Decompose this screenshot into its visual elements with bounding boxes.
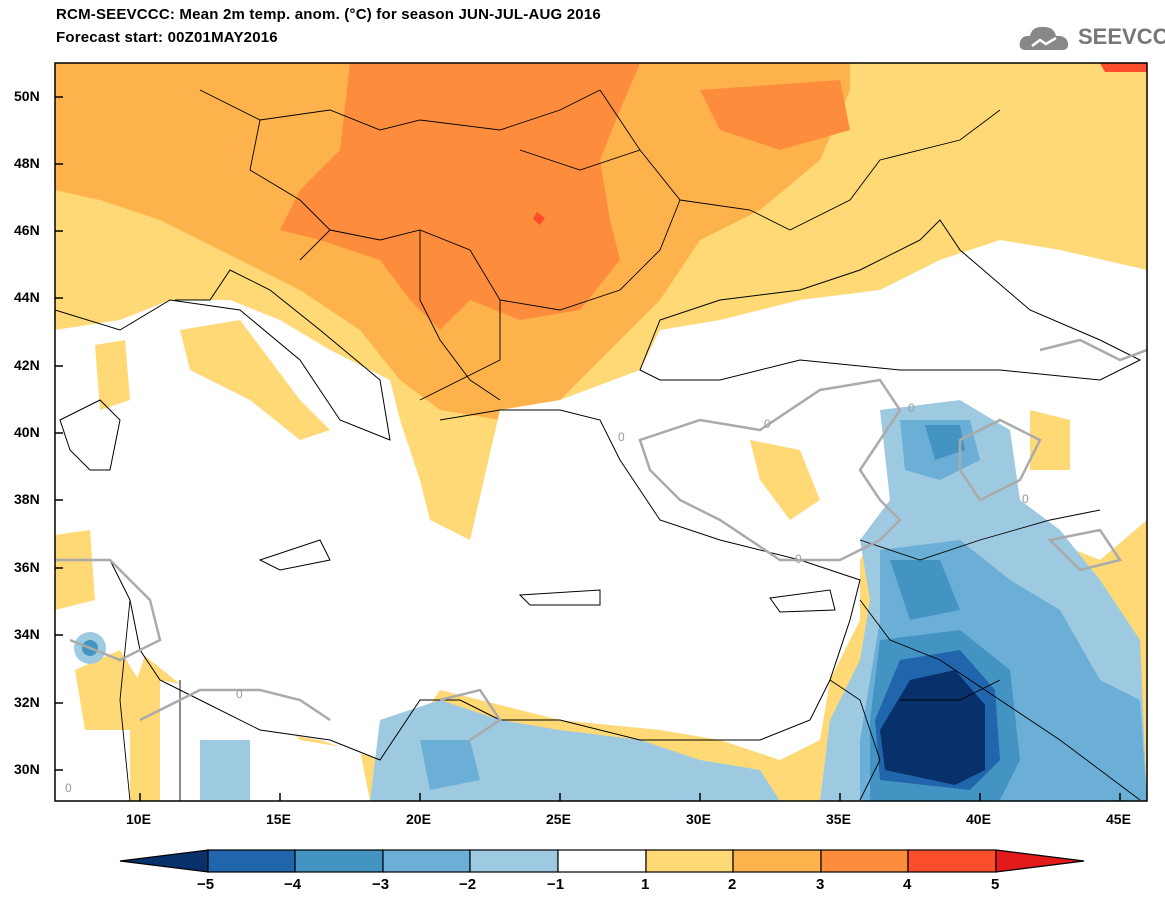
svg-text:0: 0 [236, 687, 243, 701]
crete-coast [518, 589, 601, 606]
libya-west-minus1 [200, 740, 250, 800]
svg-text:0: 0 [764, 417, 771, 431]
region-minus5 [880, 670, 985, 785]
lon-label-20e: 20E [406, 811, 431, 827]
svg-text:0: 0 [908, 401, 915, 415]
svg-text:0: 0 [65, 781, 72, 795]
colorbar-bin-1-1 [557, 849, 647, 873]
contour-labels: 0 0 0 0 0 0 0 [65, 401, 1029, 795]
caucasus-plus1 [1030, 410, 1070, 470]
lat-label-44n: 44N [14, 289, 40, 305]
colorbar-label: −1 [547, 876, 565, 893]
axis-ticks [55, 96, 1121, 801]
colorbar-bin-2-1 [469, 849, 559, 873]
lat-label-34n: 34N [14, 626, 40, 642]
colorbar-label: 5 [991, 876, 1000, 893]
lat-label-42n: 42N [14, 357, 40, 373]
colorbar-label: 2 [728, 876, 737, 893]
colorbar-label: 4 [903, 876, 912, 893]
colorbar-bin-3-2 [382, 849, 471, 873]
sicily-coast [258, 539, 331, 571]
forecast-start: Forecast start: 00Z01MAY2016 [56, 29, 278, 46]
mediterranean-coast [109, 409, 861, 761]
colorbar-label: −5 [197, 876, 215, 893]
lat-label-32n: 32N [14, 694, 40, 710]
italy-plus1 [180, 320, 330, 440]
black-sea-coast [639, 219, 1142, 381]
colorbar-bin-4-3 [294, 849, 384, 873]
region-minus3-syria [890, 560, 960, 620]
sardinia-coast [59, 399, 121, 471]
map-frame [54, 62, 1148, 802]
region-minus3-n [925, 425, 965, 460]
region-plus4 [533, 212, 545, 225]
seevccc-logo: SEEVCCC [1018, 22, 1165, 56]
colorbar-label: −2 [459, 876, 477, 893]
cyprus-coast [769, 589, 836, 613]
lon-label-40e: 40E [966, 811, 991, 827]
map-title: RCM-SEEVCCC: Mean 2m temp. anom. (°C) fo… [56, 6, 601, 23]
region-plus3-east [700, 80, 850, 150]
colorbar-label: 3 [816, 876, 825, 893]
colorbar-bin-4-5 [907, 849, 997, 873]
svg-text:0: 0 [618, 430, 625, 444]
region-plus3 [280, 63, 640, 330]
colorbar-label: −3 [372, 876, 390, 893]
lat-label-50n: 50N [14, 88, 40, 104]
lat-label-40n: 40N [14, 424, 40, 440]
lat-label-48n: 48N [14, 155, 40, 171]
italy-coast [55, 269, 391, 441]
country-borders [119, 89, 1141, 801]
lat-label-36n: 36N [14, 559, 40, 575]
lon-label-10e: 10E [126, 811, 151, 827]
colorbar-bin-3-4 [820, 849, 909, 873]
logo-text: SEEVCCC [1078, 24, 1165, 49]
lon-label-45e: 45E [1106, 811, 1131, 827]
lat-label-46n: 46N [14, 222, 40, 238]
cloud-icon [1019, 26, 1069, 50]
anatolia-plus1 [750, 440, 820, 520]
lon-label-15e: 15E [266, 811, 291, 827]
colorbar-label: −4 [284, 876, 302, 893]
corsica-plus1 [95, 340, 130, 410]
colorbar-bin-5-4 [207, 849, 296, 873]
region-plus4-ne [1100, 63, 1147, 72]
colorbar-bin-1-2 [645, 849, 734, 873]
lat-label-38n: 38N [14, 491, 40, 507]
algeria-plus1 [55, 530, 95, 610]
lon-label-25e: 25E [546, 811, 571, 827]
lon-label-35e: 35E [826, 811, 851, 827]
lon-label-30e: 30E [686, 811, 711, 827]
svg-text:0: 0 [1022, 492, 1029, 506]
colorbar-bin-lt-5 [119, 849, 209, 873]
tunisia-plus1 [75, 650, 145, 730]
libya-minus2 [420, 740, 480, 790]
zero-contours [55, 338, 1147, 742]
colorbar-label: 1 [641, 876, 650, 893]
lat-label-30n: 30N [14, 761, 40, 777]
colorbar [119, 849, 1085, 873]
sea-neutral-zone [55, 240, 1147, 760]
colorbar-bin-gt-5 [995, 849, 1085, 873]
colorbar-bin-2-3 [732, 849, 822, 873]
svg-text:0: 0 [795, 552, 802, 566]
